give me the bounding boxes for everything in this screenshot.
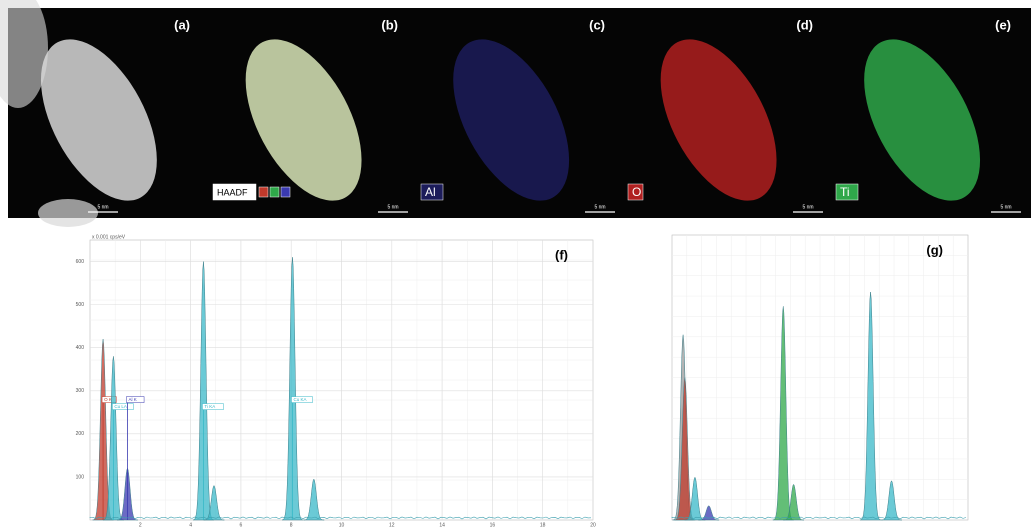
element-tag-box bbox=[212, 183, 257, 201]
channel-swatch bbox=[280, 186, 291, 198]
element-tag: O bbox=[632, 185, 641, 199]
peak-tag-box bbox=[291, 396, 313, 403]
panel-label: (b) bbox=[381, 17, 398, 32]
panel-label: (d) bbox=[796, 17, 813, 32]
map-panel: (a) 5 nm bbox=[0, 0, 210, 227]
x-tick-label: 6 bbox=[240, 522, 243, 528]
panel-label: (e) bbox=[995, 17, 1011, 32]
panel-label: (a) bbox=[174, 17, 190, 32]
peak-tag: O K bbox=[104, 397, 112, 402]
peak-tag-box bbox=[202, 403, 224, 410]
spectrum-peak bbox=[782, 483, 805, 521]
map-panel: (d) O 5 nm bbox=[625, 8, 833, 218]
spectrum-peak bbox=[203, 485, 225, 521]
spectrum-baseline bbox=[89, 516, 592, 520]
peak-tag: Al K bbox=[128, 397, 136, 402]
x-tick-label: 18 bbox=[540, 522, 546, 528]
scale-label: 5 nm bbox=[97, 204, 108, 210]
scale-label: 5 nm bbox=[1000, 204, 1011, 210]
x-tick-label: 20 bbox=[590, 522, 596, 528]
spectrum-peak bbox=[880, 480, 903, 521]
y-unit: x 0.001 cps/eV bbox=[92, 234, 126, 240]
y-tick-label: 400 bbox=[76, 345, 85, 351]
particle bbox=[660, 39, 777, 201]
x-tick-label: 14 bbox=[439, 522, 445, 528]
scale-label: 5 nm bbox=[387, 204, 398, 210]
panel-label: (g) bbox=[926, 242, 943, 257]
peak-tag-box bbox=[101, 396, 117, 403]
channel-swatch bbox=[258, 186, 269, 198]
particle bbox=[40, 39, 157, 201]
y-tick-label: 200 bbox=[76, 431, 85, 437]
peak-tag: Cu KA bbox=[293, 397, 306, 402]
element-tag: HAADF bbox=[217, 187, 248, 197]
particle bbox=[0, 0, 48, 108]
panel-label: (f) bbox=[555, 247, 568, 262]
x-tick-label: 2 bbox=[139, 522, 142, 528]
element-tag-box bbox=[420, 183, 444, 201]
map-panel: (c) Al 5 nm bbox=[418, 8, 625, 218]
scale-label: 5 nm bbox=[594, 204, 605, 210]
y-tick-label: 500 bbox=[76, 302, 85, 308]
particle bbox=[453, 39, 570, 201]
spectrum-peak bbox=[303, 478, 325, 521]
peak-tag: Ti KA bbox=[204, 404, 215, 409]
element-tag-box bbox=[835, 183, 859, 201]
channel-swatch bbox=[269, 186, 280, 198]
peak-tag-box bbox=[126, 396, 145, 403]
spectrum-baseline bbox=[671, 516, 967, 520]
x-tick-label: 16 bbox=[490, 522, 496, 528]
x-tick-label: 10 bbox=[339, 522, 345, 528]
spectrum-peak bbox=[698, 505, 720, 521]
element-tag: Al bbox=[425, 185, 436, 199]
y-tick-label: 300 bbox=[76, 388, 85, 394]
x-tick-label: 4 bbox=[189, 522, 192, 528]
map-panel: (e) Ti 5 nm bbox=[833, 8, 1031, 218]
panel-label: (c) bbox=[589, 17, 605, 32]
element-tag-box bbox=[627, 183, 644, 201]
map-panel: (b) HAADF 5 nm bbox=[210, 8, 418, 218]
y-tick-label: 100 bbox=[76, 474, 85, 480]
element-tag: Ti bbox=[840, 185, 850, 199]
particle bbox=[38, 199, 98, 227]
particle bbox=[245, 39, 362, 201]
peak-tag: Cu LA bbox=[114, 404, 127, 409]
particle bbox=[864, 39, 981, 201]
y-tick-label: 600 bbox=[76, 259, 85, 265]
peak-tag-box bbox=[112, 403, 134, 410]
x-tick-label: 8 bbox=[290, 522, 293, 528]
x-tick-label: 12 bbox=[389, 522, 395, 528]
scale-label: 5 nm bbox=[802, 204, 813, 210]
